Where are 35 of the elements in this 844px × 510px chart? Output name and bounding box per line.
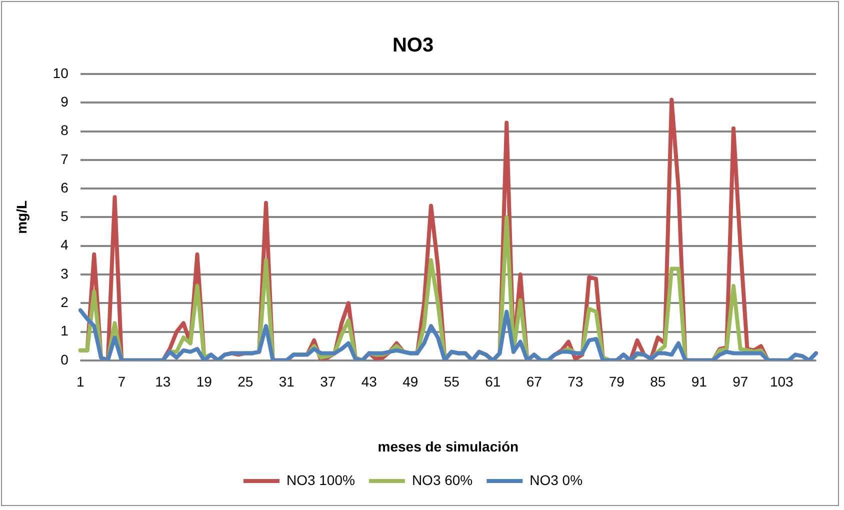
x-tick-label: 67 (526, 374, 542, 390)
y-tick-label: 1 (60, 322, 69, 339)
y-tick-label: 0 (60, 351, 69, 368)
y-tick-label: 9 (60, 94, 69, 110)
x-tick-label: 79 (608, 374, 625, 390)
y-axis-title: mg/L (13, 200, 30, 234)
chart-title: NO3 (392, 34, 434, 57)
y-tick-label: 4 (60, 236, 69, 253)
y-tick-label: 5 (60, 208, 69, 224)
x-tick-label: 103 (770, 374, 794, 390)
y-tick-label: 2 (60, 294, 69, 310)
x-tick-label: 19 (196, 374, 212, 390)
x-tick-label: 7 (118, 374, 126, 390)
y-tick-label: 6 (60, 179, 69, 196)
y-tick-label: 10 (52, 64, 69, 81)
x-tick-label: 43 (361, 374, 378, 390)
x-tick-label: 55 (444, 374, 460, 390)
y-tick-label: 3 (60, 265, 69, 282)
x-tick-label: 91 (691, 374, 708, 390)
x-axis-title: meses de simulación (378, 438, 519, 454)
x-tick-label: 37 (320, 374, 336, 390)
x-tick-label: 49 (402, 374, 418, 390)
x-tick-label: 73 (568, 374, 584, 390)
x-tick-label: 13 (155, 374, 171, 390)
x-tick-label: 25 (238, 374, 254, 390)
y-tick-label: 7 (60, 150, 69, 167)
legend-label: NO3 60% (412, 472, 473, 488)
legend-label: NO3 100% (286, 472, 355, 488)
x-tick-label: 1 (76, 374, 84, 390)
x-tick-label: 61 (485, 374, 501, 390)
legend-label: NO3 0% (530, 472, 583, 488)
y-tick-label: 8 (60, 122, 69, 138)
x-tick-label: 31 (278, 374, 295, 390)
x-tick-label: 97 (732, 374, 748, 390)
x-tick-label: 85 (650, 374, 666, 390)
